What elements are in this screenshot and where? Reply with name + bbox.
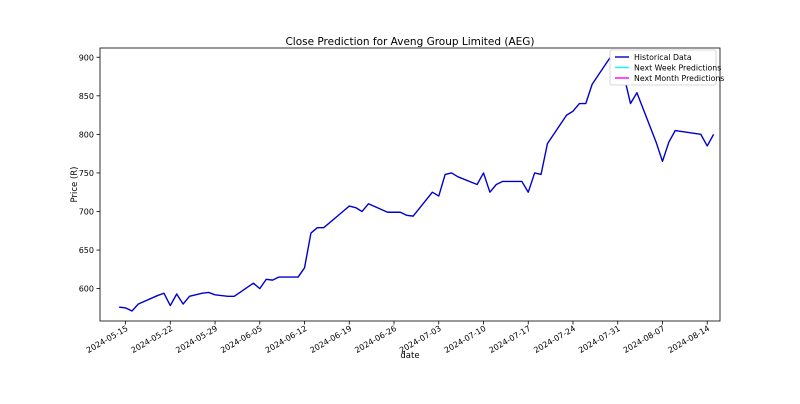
x-axis-ticks: 2024-05-15 2024-05-22 2024-05-29 2024-06-05… (85, 321, 711, 355)
x-tick-label: 2024-08-14 (666, 324, 711, 355)
x-tick-label: 2024-07-10 (443, 324, 488, 355)
y-tick-label: 750 (79, 169, 94, 178)
x-tick-label: 2024-06-12 (264, 324, 309, 355)
y-tick-label: 600 (79, 285, 94, 294)
y-axis-label: Price (R) (70, 167, 80, 203)
y-tick-label: 650 (79, 246, 94, 255)
x-tick-label: 2024-06-19 (309, 324, 354, 355)
x-tick-label: 2024-05-15 (85, 324, 130, 355)
legend-box (609, 49, 717, 86)
x-tick-label: 2024-07-17 (487, 324, 532, 355)
legend: Historical Data Next Week PredictionsNext… (609, 49, 724, 86)
y-tick-label: 900 (79, 53, 94, 62)
legend-label: Next Week Predictions (634, 64, 721, 73)
legend-label: Historical Data (634, 53, 692, 62)
x-tick-label: 2024-05-22 (130, 324, 175, 355)
x-tick-label: 2024-06-05 (219, 324, 264, 355)
x-axis-label: date (400, 351, 419, 361)
x-tick-label: 2024-05-29 (174, 324, 219, 355)
y-tick-label: 800 (79, 130, 94, 139)
x-tick-label: 2024-06-26 (353, 324, 398, 355)
chart-title: Close Prediction for Aveng Group Limited… (285, 36, 534, 48)
series-line-historical-data (119, 55, 715, 312)
x-tick-label: 2024-07-24 (532, 324, 577, 355)
series-layer (119, 55, 715, 312)
y-axis-ticks: 600 650 700 750 800 850 900 (79, 53, 100, 294)
y-tick-label: 850 (79, 92, 94, 101)
legend-label: Next Month Predictions (634, 74, 724, 83)
x-tick-label: 2024-07-31 (577, 324, 622, 355)
y-tick-label: 700 (79, 207, 94, 216)
x-tick-label: 2024-08-07 (622, 324, 667, 355)
plot-area-frame (99, 47, 721, 322)
